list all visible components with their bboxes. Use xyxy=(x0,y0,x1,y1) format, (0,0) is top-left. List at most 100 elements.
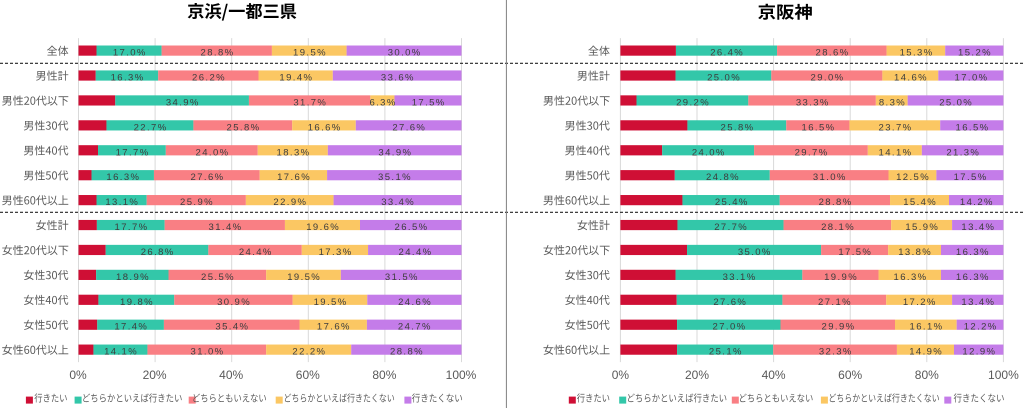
svg-text:17.7%: 17.7% xyxy=(115,222,149,233)
svg-text:80%: 80% xyxy=(915,368,939,382)
svg-text:17.7%: 17.7% xyxy=(116,147,150,158)
svg-text:16.3%: 16.3% xyxy=(106,172,140,183)
svg-text:26.5%: 26.5% xyxy=(395,222,429,233)
svg-text:19.5%: 19.5% xyxy=(293,48,327,59)
svg-text:29.7%: 29.7% xyxy=(795,147,829,158)
svg-text:24.0%: 24.0% xyxy=(692,147,726,158)
svg-text:30.0%: 30.0% xyxy=(388,48,422,59)
svg-text:33.4%: 33.4% xyxy=(381,197,415,208)
svg-text:17.0%: 17.0% xyxy=(113,48,147,59)
svg-text:12.2%: 12.2% xyxy=(964,322,998,333)
svg-text:8.3%: 8.3% xyxy=(879,97,906,108)
svg-text:14.2%: 14.2% xyxy=(960,197,994,208)
svg-text:27.6%: 27.6% xyxy=(392,122,426,133)
svg-text:0%: 0% xyxy=(69,368,87,382)
svg-text:17.4%: 17.4% xyxy=(114,322,148,333)
svg-text:17.3%: 17.3% xyxy=(319,247,353,258)
svg-text:100%: 100% xyxy=(446,368,477,382)
svg-text:13.4%: 13.4% xyxy=(961,297,995,308)
svg-text:14.1%: 14.1% xyxy=(879,147,913,158)
svg-text:17.0%: 17.0% xyxy=(955,73,989,84)
svg-text:13.1%: 13.1% xyxy=(105,197,139,208)
svg-text:16.3%: 16.3% xyxy=(956,272,990,283)
svg-text:21.3%: 21.3% xyxy=(946,147,980,158)
svg-text:14.6%: 14.6% xyxy=(894,73,928,84)
svg-text:23.7%: 23.7% xyxy=(879,122,913,133)
svg-text:32.3%: 32.3% xyxy=(819,347,853,358)
svg-text:28.8%: 28.8% xyxy=(390,347,424,358)
svg-text:16.3%: 16.3% xyxy=(956,247,990,258)
svg-text:14.1%: 14.1% xyxy=(104,347,138,358)
svg-text:15.9%: 15.9% xyxy=(905,222,939,233)
svg-text:17.5%: 17.5% xyxy=(954,172,988,183)
svg-text:33.1%: 33.1% xyxy=(723,272,757,283)
svg-text:18.3%: 18.3% xyxy=(277,147,311,158)
svg-text:35.0%: 35.0% xyxy=(738,247,772,258)
svg-text:15.4%: 15.4% xyxy=(903,197,937,208)
svg-text:26.2%: 26.2% xyxy=(192,73,226,84)
svg-text:27.0%: 27.0% xyxy=(713,322,747,333)
svg-text:34.9%: 34.9% xyxy=(378,147,412,158)
svg-text:19.6%: 19.6% xyxy=(306,222,340,233)
svg-text:24.4%: 24.4% xyxy=(399,247,433,258)
svg-text:25.0%: 25.0% xyxy=(707,73,741,84)
svg-text:19.5%: 19.5% xyxy=(287,272,321,283)
svg-text:27.6%: 27.6% xyxy=(713,297,747,308)
svg-text:22.7%: 22.7% xyxy=(134,122,168,133)
svg-text:34.9%: 34.9% xyxy=(166,97,200,108)
svg-text:29.9%: 29.9% xyxy=(822,322,856,333)
svg-text:31.5%: 31.5% xyxy=(385,272,419,283)
svg-text:17.6%: 17.6% xyxy=(277,172,311,183)
svg-text:80%: 80% xyxy=(372,368,396,382)
svg-text:18.9%: 18.9% xyxy=(116,272,150,283)
svg-text:22.9%: 22.9% xyxy=(273,197,307,208)
svg-text:24.4%: 24.4% xyxy=(239,247,273,258)
svg-text:28.8%: 28.8% xyxy=(819,197,853,208)
svg-text:33.3%: 33.3% xyxy=(796,97,830,108)
svg-text:24.7%: 24.7% xyxy=(398,322,432,333)
svg-text:12.5%: 12.5% xyxy=(896,172,930,183)
svg-text:13.4%: 13.4% xyxy=(961,222,995,233)
svg-text:25.8%: 25.8% xyxy=(721,122,755,133)
svg-text:26.8%: 26.8% xyxy=(141,247,175,258)
svg-text:29.0%: 29.0% xyxy=(811,73,845,84)
svg-text:100%: 100% xyxy=(988,368,1019,382)
svg-text:27.6%: 27.6% xyxy=(191,172,225,183)
svg-text:15.2%: 15.2% xyxy=(958,48,992,59)
svg-text:25.5%: 25.5% xyxy=(201,272,235,283)
svg-text:20%: 20% xyxy=(685,368,709,382)
svg-text:40%: 40% xyxy=(762,368,786,382)
svg-text:28.6%: 28.6% xyxy=(816,48,850,59)
svg-text:16.3%: 16.3% xyxy=(111,73,145,84)
svg-text:60%: 60% xyxy=(838,368,862,382)
svg-text:24.6%: 24.6% xyxy=(398,297,432,308)
svg-text:31.4%: 31.4% xyxy=(209,222,243,233)
svg-text:30.9%: 30.9% xyxy=(217,297,251,308)
svg-text:16.1%: 16.1% xyxy=(910,322,944,333)
svg-text:25.4%: 25.4% xyxy=(715,197,749,208)
svg-text:35.1%: 35.1% xyxy=(378,172,412,183)
svg-text:19.5%: 19.5% xyxy=(314,297,348,308)
svg-text:25.1%: 25.1% xyxy=(709,347,743,358)
svg-text:27.1%: 27.1% xyxy=(818,297,852,308)
svg-text:20%: 20% xyxy=(143,368,167,382)
svg-text:22.2%: 22.2% xyxy=(292,347,326,358)
svg-text:24.8%: 24.8% xyxy=(706,172,740,183)
svg-text:16.6%: 16.6% xyxy=(308,122,342,133)
svg-text:24.0%: 24.0% xyxy=(196,147,230,158)
svg-text:26.4%: 26.4% xyxy=(710,48,744,59)
svg-text:29.2%: 29.2% xyxy=(676,97,710,108)
svg-text:19.8%: 19.8% xyxy=(120,297,154,308)
svg-text:6.3%: 6.3% xyxy=(369,97,396,108)
svg-text:15.3%: 15.3% xyxy=(900,48,934,59)
svg-text:31.0%: 31.0% xyxy=(813,172,847,183)
svg-text:27.7%: 27.7% xyxy=(714,222,748,233)
svg-text:17.2%: 17.2% xyxy=(903,297,937,308)
svg-text:28.1%: 28.1% xyxy=(821,222,855,233)
svg-text:31.0%: 31.0% xyxy=(191,347,225,358)
svg-text:60%: 60% xyxy=(296,368,320,382)
svg-text:13.8%: 13.8% xyxy=(898,247,932,258)
svg-text:17.5%: 17.5% xyxy=(838,247,872,258)
svg-text:0%: 0% xyxy=(612,368,630,382)
svg-text:40%: 40% xyxy=(219,368,243,382)
